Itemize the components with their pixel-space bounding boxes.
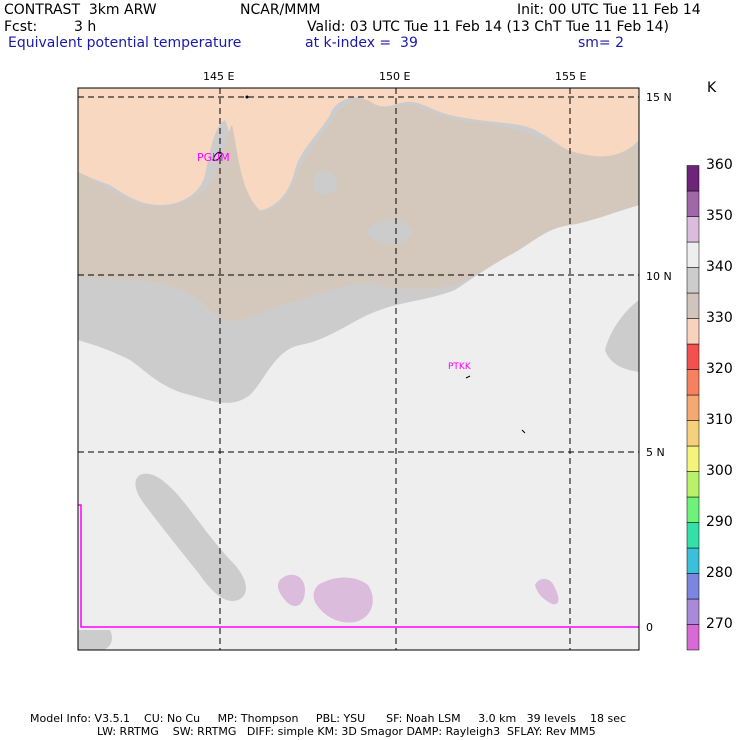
colorbar-swatch [686, 165, 700, 192]
patch-gray-small [313, 171, 337, 195]
forecast-label: Fcst: [4, 19, 38, 35]
plot-frame [77, 87, 640, 651]
field-name: Equivalent potential temperature [8, 35, 242, 51]
colorbar-unit: K [707, 80, 717, 96]
colorbar-swatch [686, 471, 700, 498]
colorbar-tick-label: 320 [706, 360, 733, 377]
center-label: NCAR/MMM [240, 2, 321, 18]
graticule [78, 88, 639, 650]
colorbar-swatch [686, 318, 700, 345]
station-label-pgum: PGUM [197, 151, 230, 164]
lon-label-145: 145 E [203, 70, 235, 83]
colorbar-swatch [686, 292, 700, 319]
island-north [245, 95, 249, 99]
contour-350k-sw [135, 473, 246, 601]
colorbar-tick-label: 360 [706, 156, 733, 173]
lon-label-150: 150 E [379, 70, 411, 83]
lat-label-5n: 5 N [646, 446, 665, 459]
colorbar-swatch [686, 394, 700, 421]
colorbar-swatch [686, 241, 700, 268]
colorbar-swatch [686, 369, 700, 396]
colorbar-tick-label: 310 [706, 411, 733, 428]
colorbar-swatch [686, 496, 700, 523]
contour-360k-c [535, 578, 559, 605]
colorbar-swatch [686, 598, 700, 625]
level-label: at k-index = 39 [305, 35, 418, 51]
lon-label-155: 155 E [555, 70, 587, 83]
model-info-line2: LW: RRTMG SW: RRTMG DIFF: simple KM: 3D … [97, 725, 596, 738]
colorbar-swatch [686, 522, 700, 549]
colorbar-tick-label: 340 [706, 258, 733, 275]
island-southeast [521, 429, 526, 434]
colorbar-tick-label: 300 [706, 462, 733, 479]
island-guam [212, 151, 223, 161]
colorbar-swatch [686, 573, 700, 600]
colorbar-swatch [686, 445, 700, 472]
colorbar-tick-label: 290 [706, 513, 733, 530]
colorbar-tick-label: 350 [706, 207, 733, 224]
colorbar-tick-label: 280 [706, 564, 733, 581]
forecast-hour: 3 h [74, 19, 97, 35]
valid-time: Valid: 03 UTC Tue 11 Feb 14 (13 ChT Tue … [307, 19, 670, 35]
patch-gray-north [368, 220, 412, 244]
lat-label-10n: 10 N [646, 270, 672, 283]
station-label-ptkk: PTKK [448, 362, 471, 372]
init-time: Init: 00 UTC Tue 11 Feb 14 [517, 2, 701, 18]
colorbar [686, 165, 700, 651]
colorbar-swatch [686, 267, 700, 294]
colorbar-swatch [686, 190, 700, 217]
contour-360k-b [313, 577, 373, 623]
model-info-line1: Model Info: V3.5.1 CU: No Cu MP: Thompso… [30, 712, 627, 725]
colorbar-swatch [686, 343, 700, 370]
colorbar-swatch [686, 547, 700, 574]
contour-350k-east [605, 300, 639, 372]
colorbar-swatch [686, 216, 700, 243]
contour-340k-lobe [78, 99, 639, 321]
lat-label-0: 0 [646, 621, 653, 634]
boundary-line [78, 504, 639, 628]
colorbar-tick-label: 330 [706, 309, 733, 326]
colorbar-tick-label: 270 [706, 615, 733, 632]
contour-360k-a [277, 574, 305, 607]
lat-label-15n: 15 N [646, 91, 672, 104]
colorbar-swatch [686, 624, 700, 651]
smoothing-label: sm= 2 [578, 35, 625, 51]
island-chuuk [465, 375, 471, 379]
colorbar-swatch [686, 420, 700, 447]
contour-350k-corner [78, 630, 112, 650]
model-title: CONTRAST 3km ARW [4, 2, 157, 18]
contour-340k [78, 88, 639, 211]
